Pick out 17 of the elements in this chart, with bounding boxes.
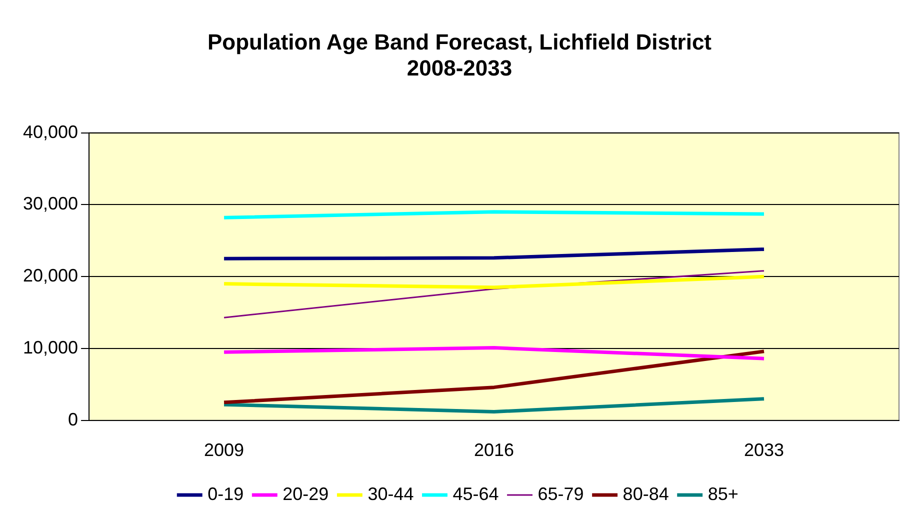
x-tick-label: 2009 [204,440,244,460]
legend-label: 45-64 [452,484,499,504]
legend-label: 85+ [708,484,738,504]
y-tick-label: 40,000 [22,122,78,142]
text: 2008-2033 [406,56,512,81]
x-tick-label: 2016 [474,440,514,460]
y-tick-label: 30,000 [22,194,78,214]
text: Population Age Band Forecast, Lichfield District [207,29,712,54]
legend-label: 80-84 [622,484,669,504]
x-tick-label: 2033 [744,440,784,460]
legend-label: 30-44 [368,484,414,504]
y-tick-label: 0 [68,409,78,430]
legend-label: 65-79 [538,484,584,504]
legend-label: 0-19 [208,484,244,504]
legend-label: 20-29 [282,484,329,504]
y-tick-label: 10,000 [22,337,78,358]
y-tick-label: 20,000 [22,266,78,286]
